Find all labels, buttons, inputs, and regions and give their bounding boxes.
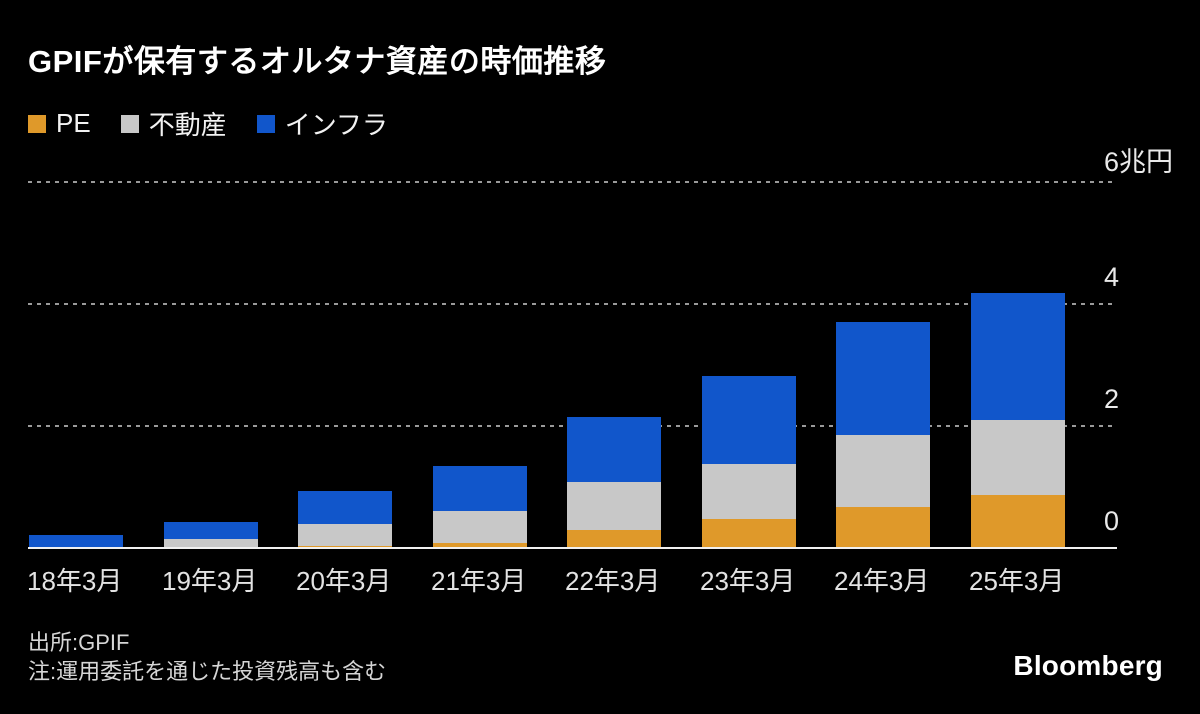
bar-segment — [567, 482, 661, 530]
bar-segment — [702, 519, 796, 548]
chart-title: GPIFが保有するオルタナ資産の時価推移 — [28, 44, 607, 79]
bar-segment — [702, 376, 796, 464]
bloomberg-logo: Bloomberg — [1013, 650, 1163, 681]
gridline — [28, 303, 1115, 305]
x-axis-line — [28, 547, 1117, 549]
x-axis-label: 22年3月 — [565, 566, 661, 596]
legend-item-infra: インフラ — [256, 105, 388, 142]
bar-segment — [702, 464, 796, 519]
bar-segment — [567, 417, 661, 482]
bar-segment — [298, 524, 392, 546]
bar-segment — [29, 535, 123, 547]
source-text: 出所:GPIF — [28, 630, 130, 655]
bar-segment — [836, 322, 930, 435]
bar-segment — [164, 539, 258, 547]
x-axis-label: 24年3月 — [834, 566, 930, 596]
bar-segment — [836, 507, 930, 548]
x-axis-label: 23年3月 — [700, 566, 796, 596]
gridline — [28, 181, 1115, 183]
x-axis-label: 18年3月 — [27, 566, 123, 596]
legend-item-real-estate: 不動産 — [120, 105, 227, 142]
legend-swatch-infra — [256, 114, 275, 133]
y-tick-label: 0 — [1104, 506, 1120, 536]
legend-swatch-real-estate — [120, 114, 139, 133]
legend-swatch-pe — [28, 114, 46, 133]
bar-segment — [971, 420, 1065, 495]
legend: PE 不動産 インフラ — [28, 105, 388, 142]
legend-label: PE — [56, 108, 91, 138]
x-axis-label: 19年3月 — [162, 566, 258, 596]
bar-segment — [298, 491, 392, 524]
bar-segment — [433, 466, 527, 511]
y-tick-label: 6兆円 — [1104, 147, 1174, 177]
y-tick-label: 2 — [1104, 384, 1120, 414]
legend-label: インフラ — [284, 110, 388, 140]
bar-segment — [836, 435, 930, 507]
bar-segment — [971, 293, 1065, 420]
legend-label: 不動産 — [148, 110, 227, 140]
bar-segment — [567, 530, 661, 548]
note-text: 注:運用委託を通じた投資残高も含む — [28, 659, 387, 684]
x-axis-label: 20年3月 — [296, 566, 392, 596]
footer: 出所:GPIF 注:運用委託を通じた投資残高も含む — [28, 628, 386, 686]
x-axis-label: 21年3月 — [431, 566, 527, 596]
y-tick-label: 4 — [1104, 262, 1120, 292]
bar-segment — [433, 511, 527, 543]
bar-segment — [164, 522, 258, 539]
bar-segment — [971, 495, 1065, 548]
x-axis-label: 25年3月 — [969, 566, 1065, 596]
legend-item-pe: PE — [28, 108, 91, 139]
bar-segment — [433, 543, 527, 548]
